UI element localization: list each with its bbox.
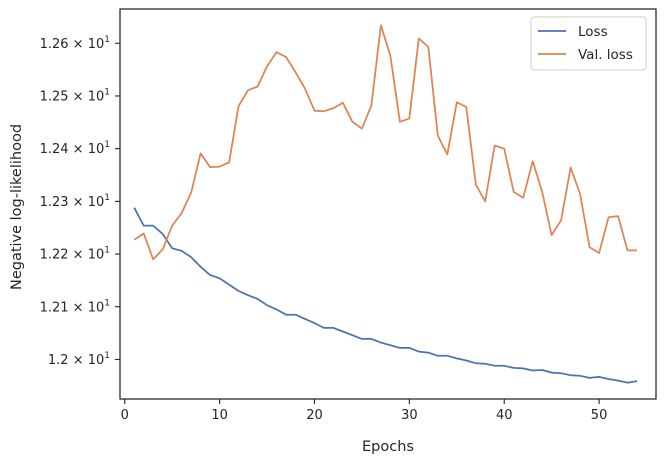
y-tick-label: 1.2 × 101	[48, 351, 110, 368]
legend-label-loss: Loss	[578, 24, 608, 40]
plot-lines	[133, 24, 638, 384]
x-tick-label: 10	[211, 408, 228, 423]
legend: Loss Val. loss	[530, 16, 647, 71]
x-tick-label: 0	[121, 408, 129, 423]
y-tick-label: 1.23 × 101	[40, 193, 110, 210]
y-axis: 1.2 × 101 1.21 × 101 1.22 × 101 1.23 × 101 1…	[40, 35, 120, 368]
x-tick-label: 50	[591, 408, 608, 423]
series-line-loss	[133, 207, 638, 384]
x-axis: 0 10 20 30 40 50	[121, 399, 608, 423]
plot-frame	[119, 8, 657, 400]
y-tick-label: 1.22 × 101	[40, 246, 110, 263]
x-axis-label: Epochs	[362, 439, 414, 455]
legend-label-val-loss: Val. loss	[578, 47, 633, 63]
y-tick-label: 1.26 × 101	[40, 35, 110, 52]
series-line-val-loss	[133, 24, 637, 261]
y-tick-label: 1.25 × 101	[40, 87, 110, 104]
x-tick-label: 20	[306, 408, 323, 423]
y-axis-label: Negative log-likelihood	[9, 124, 25, 290]
y-tick-label: 1.24 × 101	[40, 140, 110, 157]
x-tick-label: 30	[401, 408, 418, 423]
y-tick-label: 1.21 × 101	[40, 298, 110, 315]
x-tick-label: 40	[496, 408, 513, 423]
